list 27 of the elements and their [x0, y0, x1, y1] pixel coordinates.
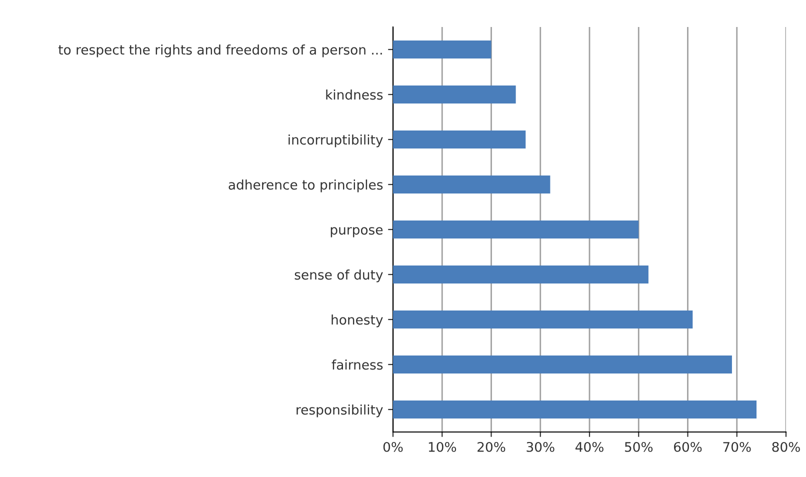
x-tick-label: 70%: [723, 442, 751, 452]
y-tick-label: to respect the rights and freedoms of a person ...: [58, 44, 382, 58]
x-tick-label: 60%: [674, 442, 702, 452]
bar: [393, 40, 492, 58]
y-tick-label: sense of duty: [294, 269, 383, 282]
y-tick-label: adherence to principles: [228, 179, 383, 192]
bar: [393, 130, 526, 148]
x-tick-label: 50%: [624, 442, 653, 452]
x-tick-label: 40%: [575, 442, 604, 452]
bar: [393, 266, 648, 284]
bar: [393, 310, 693, 328]
bar: [393, 220, 639, 238]
x-tick-label: 20%: [478, 442, 506, 452]
bar: [393, 356, 732, 374]
bar: [393, 86, 516, 104]
x-tick-label: 30%: [526, 442, 554, 452]
y-tick-label: fairness: [332, 359, 383, 370]
y-tick-label: honesty: [332, 314, 383, 328]
y-tick-label: incorruptibility: [288, 134, 383, 148]
y-tick-label: purpose: [330, 227, 383, 238]
x-tick-label: 0%: [383, 442, 403, 452]
y-tick-label: responsibility: [296, 404, 383, 418]
y-tick-label: kindness: [326, 89, 383, 100]
bar: [393, 176, 550, 194]
x-tick-label: 10%: [428, 442, 456, 452]
bar: [393, 400, 757, 418]
x-tick-label: 80%: [772, 442, 800, 452]
